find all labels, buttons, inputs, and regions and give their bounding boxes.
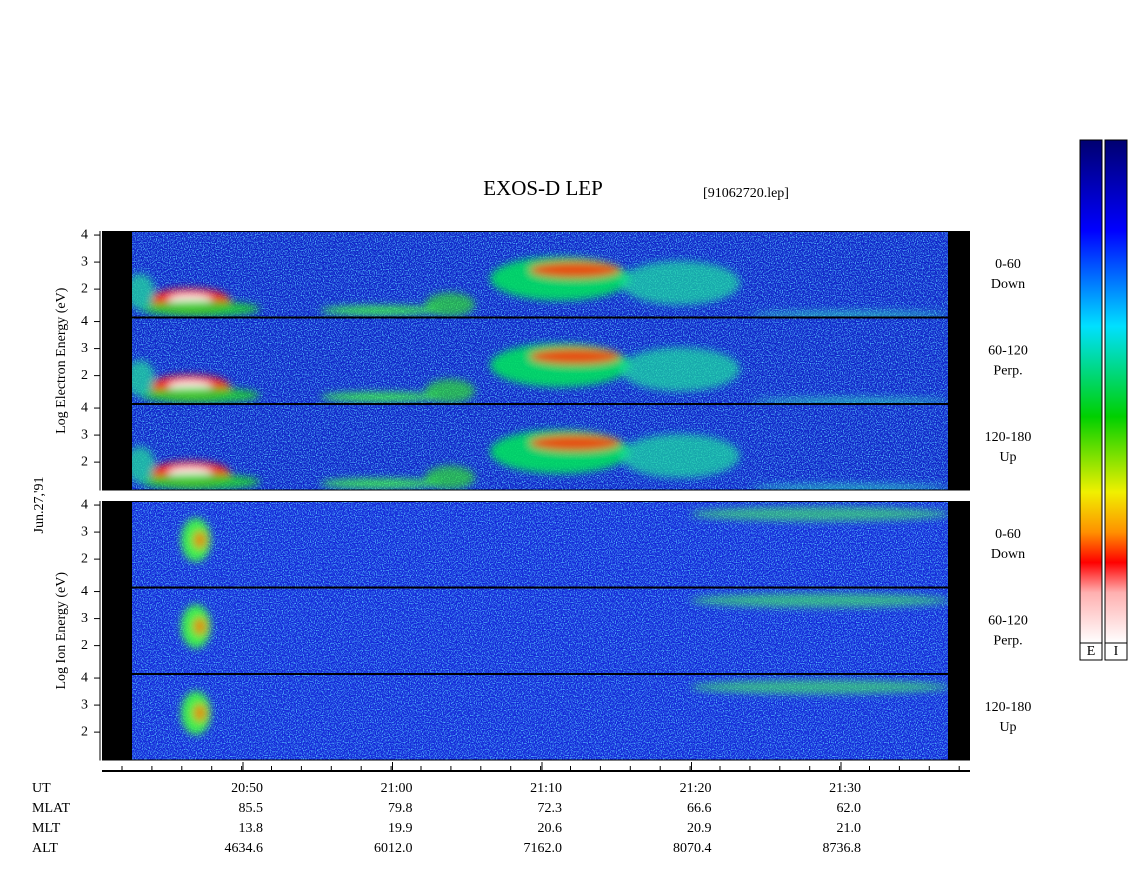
y-tick-label: 3 (81, 611, 88, 626)
spectral-feature (690, 506, 948, 521)
panel-label: Down (991, 547, 1025, 562)
spectral-feature (132, 446, 155, 483)
panel-features (132, 429, 948, 490)
y-tick-label: 4 (81, 227, 88, 242)
spectral-feature (132, 273, 155, 310)
x-tick-label: 21:20 (680, 781, 712, 796)
y-tick-label: 2 (81, 551, 88, 566)
date-label: Jun.27,'91 (32, 477, 47, 534)
spectral-feature (750, 310, 948, 317)
row-value: 21.0 (837, 821, 862, 836)
file-name: [91062720.lep] (703, 186, 789, 201)
x-tick-label: 21:00 (381, 781, 413, 796)
spectral-feature (530, 348, 620, 365)
y-tick-label: 4 (81, 670, 88, 685)
y-tick-label: 2 (81, 368, 88, 383)
panel-features (181, 679, 948, 735)
y-tick-label: 2 (81, 281, 88, 296)
colorbars: E I (1079, 139, 1128, 661)
panels: 2 3 4 0-60 Down 2 3 4 60-120 Perp. 2 3 4 120-180 Up Log… (54, 227, 1032, 761)
row-value: 72.3 (538, 801, 563, 816)
spectral-feature (193, 617, 207, 636)
y-tick-label: 3 (81, 341, 88, 356)
spectral-feature (140, 473, 260, 490)
row-value: 20.6 (538, 821, 563, 836)
row-value: 8070.4 (673, 841, 712, 856)
spectral-feature (620, 347, 740, 392)
colorbar-label-box (1104, 642, 1128, 661)
panel-label: 0-60 (995, 257, 1021, 272)
spectral-feature (530, 261, 620, 278)
row-label: UT (32, 781, 51, 796)
y-tick-label: 2 (81, 724, 88, 739)
spectral-feature (193, 703, 207, 722)
y-tick-label: 2 (81, 454, 88, 469)
panel-features (132, 256, 948, 317)
row-value: 8736.8 (823, 841, 862, 856)
panel-label: Perp. (993, 634, 1022, 649)
panel-label: Perp. (993, 364, 1022, 379)
x-tick-label: 21:30 (829, 781, 861, 796)
panel-features (132, 343, 948, 403)
row-label: MLAT (32, 801, 71, 816)
row-label: ALT (32, 841, 58, 856)
row-value: 66.6 (687, 801, 712, 816)
spectral-feature (750, 397, 948, 403)
panel-features (181, 506, 948, 562)
row-value: 62.0 (837, 801, 862, 816)
y-axis-label: Log Ion Energy (eV) (54, 572, 69, 690)
row-value: 79.8 (388, 801, 413, 816)
y-tick-label: 3 (81, 254, 88, 269)
chart-title: EXOS-D LEP (483, 176, 603, 200)
spectral-feature (320, 305, 440, 316)
spectral-feature (320, 478, 440, 489)
row-label: MLT (32, 821, 61, 836)
colorbar-label-box (1079, 642, 1103, 661)
spectral-feature (620, 260, 740, 305)
y-tick-label: 3 (81, 427, 88, 442)
spectral-feature (750, 483, 948, 490)
spectral-feature (320, 392, 440, 403)
y-tick-label: 4 (81, 497, 88, 512)
colorbar (1079, 139, 1103, 644)
panel-label: Down (991, 277, 1025, 292)
panel-label: 60-120 (988, 344, 1028, 359)
spectral-feature (620, 433, 740, 478)
spectral-feature (530, 434, 620, 451)
spectral-feature (140, 387, 260, 403)
spectral-feature (690, 679, 948, 694)
spectral-feature (140, 300, 260, 317)
panel-label: Up (999, 450, 1016, 465)
panel-label: 120-180 (985, 430, 1032, 445)
spectral-feature (132, 360, 155, 397)
y-axis-label: Log Electron Energy (eV) (54, 287, 69, 434)
row-value: 20.9 (687, 821, 712, 836)
y-tick-label: 3 (81, 524, 88, 539)
panel-features (181, 593, 948, 649)
row-value: 7162.0 (524, 841, 563, 856)
panel-label: 120-180 (985, 700, 1032, 715)
colorbar (1104, 139, 1128, 644)
x-tick-label: 20:50 (231, 781, 263, 796)
y-tick-label: 4 (81, 314, 88, 329)
row-value: 4634.6 (225, 841, 264, 856)
row-value: 19.9 (388, 821, 413, 836)
y-tick-label: 4 (81, 584, 88, 599)
spectral-feature (193, 530, 207, 549)
y-tick-label: 3 (81, 697, 88, 712)
y-tick-label: 2 (81, 638, 88, 653)
colorbar-label: I (1114, 644, 1119, 659)
panel-label: 60-120 (988, 614, 1028, 629)
row-value: 13.8 (239, 821, 264, 836)
x-tick-label: 21:10 (530, 781, 562, 796)
panel-label: Up (999, 720, 1016, 735)
row-value: 6012.0 (374, 841, 413, 856)
spectral-feature (690, 593, 948, 608)
y-tick-label: 4 (81, 400, 88, 415)
row-value: 85.5 (239, 801, 264, 816)
colorbar-label: E (1087, 644, 1096, 659)
panel-label: 0-60 (995, 527, 1021, 542)
